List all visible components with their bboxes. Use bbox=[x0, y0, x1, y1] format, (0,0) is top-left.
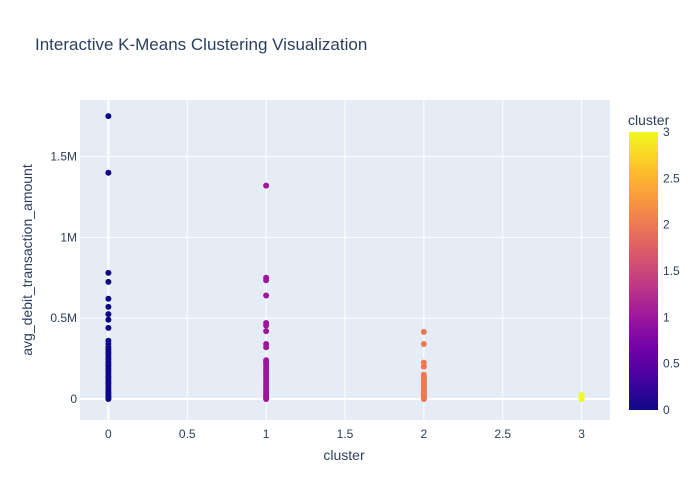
data-point bbox=[420, 395, 427, 402]
data-point bbox=[105, 311, 112, 318]
chart-title: Interactive K-Means Clustering Visualiza… bbox=[35, 35, 367, 54]
y-tick-label: 1.5M bbox=[50, 150, 77, 164]
colorbar-gradient bbox=[629, 132, 658, 410]
data-point bbox=[105, 324, 112, 331]
colorbar-title: cluster bbox=[628, 112, 670, 128]
x-tick-label: 1.5 bbox=[337, 427, 354, 441]
data-point bbox=[263, 292, 270, 299]
colorbar-tick-label: 2 bbox=[663, 218, 670, 232]
colorbar-ticks: 0 0.5 1 1.5 2 2.5 3 bbox=[663, 125, 680, 417]
x-tick-label: 0 bbox=[105, 427, 112, 441]
data-point bbox=[105, 303, 112, 310]
data-point bbox=[105, 269, 112, 276]
x-tick-label: 0.5 bbox=[179, 427, 196, 441]
data-point bbox=[105, 295, 112, 302]
axes: 0 0.5 1 1.5 2 2.5 3 0 0.5M 1M 1.5M bbox=[50, 150, 585, 441]
colorbar-tick-label: 3 bbox=[663, 125, 670, 139]
data-point bbox=[105, 169, 112, 176]
data-points bbox=[105, 113, 585, 402]
y-tick-label: 0.5M bbox=[50, 311, 77, 325]
data-point bbox=[420, 328, 427, 335]
colorbar-tick-label: 1 bbox=[663, 310, 670, 324]
data-point bbox=[263, 322, 270, 329]
data-point bbox=[105, 395, 112, 402]
colorbar-tick-label: 1.5 bbox=[663, 264, 680, 278]
data-point bbox=[105, 278, 112, 285]
grid bbox=[80, 100, 610, 420]
data-point bbox=[263, 344, 270, 351]
x-tick-label: 2.5 bbox=[494, 427, 511, 441]
data-point bbox=[578, 395, 585, 402]
data-point bbox=[105, 316, 112, 323]
x-tick-label: 2 bbox=[421, 427, 428, 441]
data-point bbox=[420, 341, 427, 348]
colorbar: cluster 0 0.5 1 1.5 2 2.5 3 bbox=[628, 112, 680, 417]
colorbar-tick-label: 2.5 bbox=[663, 171, 680, 185]
data-point bbox=[263, 395, 270, 402]
x-axis-title: cluster bbox=[323, 447, 365, 463]
colorbar-tick-label: 0.5 bbox=[663, 357, 680, 371]
data-point bbox=[263, 277, 270, 284]
x-tick-label: 3 bbox=[578, 427, 585, 441]
x-tick-label: 1 bbox=[263, 427, 270, 441]
data-point bbox=[420, 363, 427, 370]
data-point bbox=[263, 328, 270, 335]
y-axis-title: avg_debit_transaction_amount bbox=[19, 164, 35, 356]
colorbar-tick-label: 0 bbox=[663, 403, 670, 417]
data-point bbox=[263, 182, 270, 189]
data-point bbox=[105, 113, 112, 120]
y-tick-label: 0 bbox=[70, 392, 77, 406]
y-tick-label: 1M bbox=[60, 230, 77, 244]
